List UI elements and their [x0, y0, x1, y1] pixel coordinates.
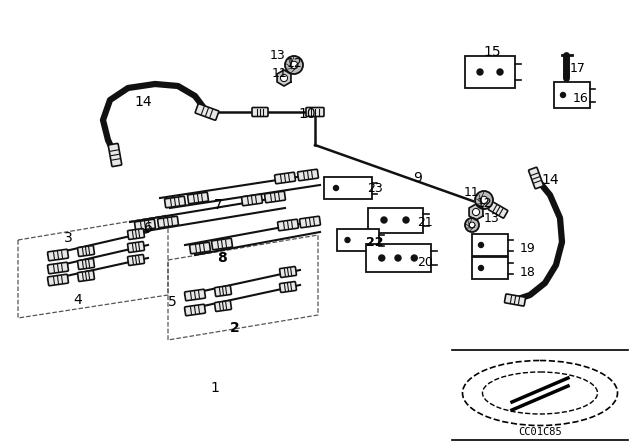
- FancyBboxPatch shape: [184, 304, 205, 316]
- Circle shape: [285, 56, 303, 74]
- FancyBboxPatch shape: [157, 216, 179, 228]
- Text: 13: 13: [484, 211, 500, 224]
- Circle shape: [477, 69, 483, 75]
- Circle shape: [381, 217, 387, 223]
- FancyBboxPatch shape: [278, 219, 298, 231]
- Circle shape: [497, 69, 503, 75]
- Text: 8: 8: [217, 251, 227, 265]
- Bar: [365, 244, 431, 272]
- FancyBboxPatch shape: [298, 169, 319, 181]
- FancyBboxPatch shape: [77, 271, 95, 281]
- FancyBboxPatch shape: [212, 238, 232, 250]
- Ellipse shape: [463, 361, 618, 426]
- Text: 10: 10: [298, 107, 316, 121]
- FancyBboxPatch shape: [108, 143, 122, 167]
- Text: 5: 5: [168, 295, 177, 309]
- Circle shape: [379, 255, 385, 261]
- Text: 14: 14: [541, 173, 559, 187]
- Bar: [472, 257, 508, 279]
- Circle shape: [465, 218, 479, 232]
- Text: 16: 16: [573, 91, 589, 104]
- FancyBboxPatch shape: [127, 228, 145, 239]
- Text: 2: 2: [230, 321, 240, 335]
- Circle shape: [472, 208, 479, 215]
- Circle shape: [479, 266, 483, 271]
- FancyBboxPatch shape: [529, 167, 543, 189]
- Circle shape: [480, 196, 488, 204]
- FancyBboxPatch shape: [47, 262, 68, 274]
- FancyBboxPatch shape: [164, 196, 186, 208]
- Text: 4: 4: [74, 293, 83, 307]
- FancyBboxPatch shape: [188, 192, 209, 204]
- Circle shape: [479, 242, 483, 247]
- Bar: [324, 177, 372, 199]
- Ellipse shape: [483, 372, 598, 414]
- Bar: [554, 82, 590, 108]
- Text: CC01C85: CC01C85: [518, 427, 562, 437]
- Text: 18: 18: [520, 266, 536, 279]
- Text: 13: 13: [270, 48, 286, 61]
- FancyBboxPatch shape: [214, 301, 232, 311]
- FancyBboxPatch shape: [264, 191, 285, 203]
- Bar: [472, 234, 508, 256]
- FancyBboxPatch shape: [134, 219, 156, 231]
- Bar: [465, 56, 515, 88]
- Polygon shape: [277, 70, 291, 86]
- Text: 15: 15: [483, 45, 501, 59]
- FancyBboxPatch shape: [77, 258, 95, 269]
- FancyBboxPatch shape: [252, 108, 268, 116]
- FancyBboxPatch shape: [189, 242, 211, 254]
- FancyBboxPatch shape: [280, 281, 296, 293]
- FancyBboxPatch shape: [241, 194, 262, 206]
- FancyBboxPatch shape: [47, 249, 68, 261]
- Text: 19: 19: [520, 241, 536, 254]
- Circle shape: [561, 92, 566, 98]
- Circle shape: [345, 237, 350, 242]
- Text: 11: 11: [272, 66, 288, 79]
- Text: 3: 3: [63, 231, 72, 245]
- FancyBboxPatch shape: [214, 285, 232, 297]
- Text: 11: 11: [464, 185, 480, 198]
- FancyBboxPatch shape: [47, 274, 68, 286]
- Text: 6: 6: [143, 221, 152, 235]
- FancyBboxPatch shape: [275, 172, 296, 184]
- Circle shape: [290, 61, 298, 69]
- FancyBboxPatch shape: [127, 254, 145, 266]
- Text: 12: 12: [287, 56, 303, 69]
- Text: 14: 14: [134, 95, 152, 109]
- Text: 7: 7: [214, 198, 222, 212]
- FancyBboxPatch shape: [306, 108, 324, 116]
- FancyBboxPatch shape: [504, 294, 525, 306]
- Text: 20: 20: [417, 255, 433, 268]
- FancyBboxPatch shape: [280, 267, 296, 277]
- Circle shape: [395, 255, 401, 261]
- FancyBboxPatch shape: [127, 241, 145, 252]
- Circle shape: [403, 217, 409, 223]
- Text: 9: 9: [413, 171, 422, 185]
- Circle shape: [333, 185, 339, 190]
- Text: 1: 1: [211, 381, 220, 395]
- Text: 23: 23: [367, 181, 383, 194]
- Text: 17: 17: [570, 61, 586, 74]
- Text: 12: 12: [477, 197, 493, 210]
- FancyBboxPatch shape: [77, 246, 95, 256]
- FancyBboxPatch shape: [184, 289, 205, 301]
- FancyBboxPatch shape: [195, 104, 219, 120]
- Circle shape: [469, 222, 475, 228]
- Circle shape: [280, 74, 287, 82]
- FancyBboxPatch shape: [488, 202, 508, 218]
- Circle shape: [412, 255, 417, 261]
- Text: 22: 22: [366, 236, 384, 249]
- Bar: [367, 207, 422, 233]
- Text: 21: 21: [417, 215, 433, 228]
- Polygon shape: [469, 204, 483, 220]
- FancyBboxPatch shape: [300, 216, 321, 228]
- Circle shape: [475, 191, 493, 209]
- Bar: [337, 229, 379, 251]
